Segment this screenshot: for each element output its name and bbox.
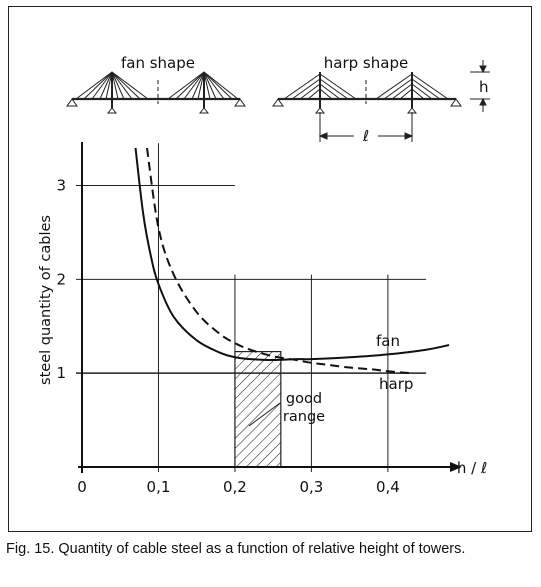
fan-cables-2 <box>167 71 239 100</box>
harp-cables-1 <box>283 73 357 100</box>
y-tick-label: 2 <box>56 270 66 288</box>
y-axis-label: steel quantity of cables <box>38 215 54 385</box>
y-tick-label: 1 <box>56 364 66 382</box>
harp-shape-label: harp shape <box>324 54 408 72</box>
fan-curve <box>134 147 450 362</box>
range-label: range <box>283 409 325 425</box>
x-axis-arrow <box>450 462 462 472</box>
figure-caption: Fig. 15. Quantity of cable steel as a fu… <box>6 541 466 557</box>
x-tick-label: 0,1 <box>147 478 171 496</box>
good-range-annotation: good range <box>248 391 325 427</box>
x-tick-label: 0,2 <box>223 478 247 496</box>
good-range-region <box>234 350 282 468</box>
figure-frame <box>8 6 532 532</box>
x-tick-label: 0,3 <box>299 478 323 496</box>
harp-series-label: harp <box>379 375 413 393</box>
h-label: h <box>479 78 489 96</box>
y-tick-label: 3 <box>56 177 66 195</box>
figure-svg: fan shape harp shape h ℓ 0 0,1 0,2 0,3 0,4 1 2… <box>38 54 490 496</box>
harp-cables-2 <box>375 73 449 100</box>
x-axis-label: h / ℓ <box>457 459 487 477</box>
good-label: good <box>286 391 322 407</box>
chart-axes <box>78 142 462 473</box>
l-dimension <box>318 112 414 142</box>
harp-curve <box>146 147 411 375</box>
x-tick-label: 0 <box>77 478 87 496</box>
fan-shape-label: fan shape <box>121 54 195 72</box>
fan-cables-1 <box>75 71 149 100</box>
l-label: ℓ <box>362 127 369 145</box>
chart-ticks: 0 0,1 0,2 0,3 0,4 1 2 3 <box>56 177 399 496</box>
fan-series-label: fan <box>376 332 400 350</box>
chart-series <box>134 147 450 375</box>
x-tick-label: 0,4 <box>376 478 400 496</box>
h-dimension <box>470 60 490 112</box>
bridge-sketches <box>66 60 490 142</box>
